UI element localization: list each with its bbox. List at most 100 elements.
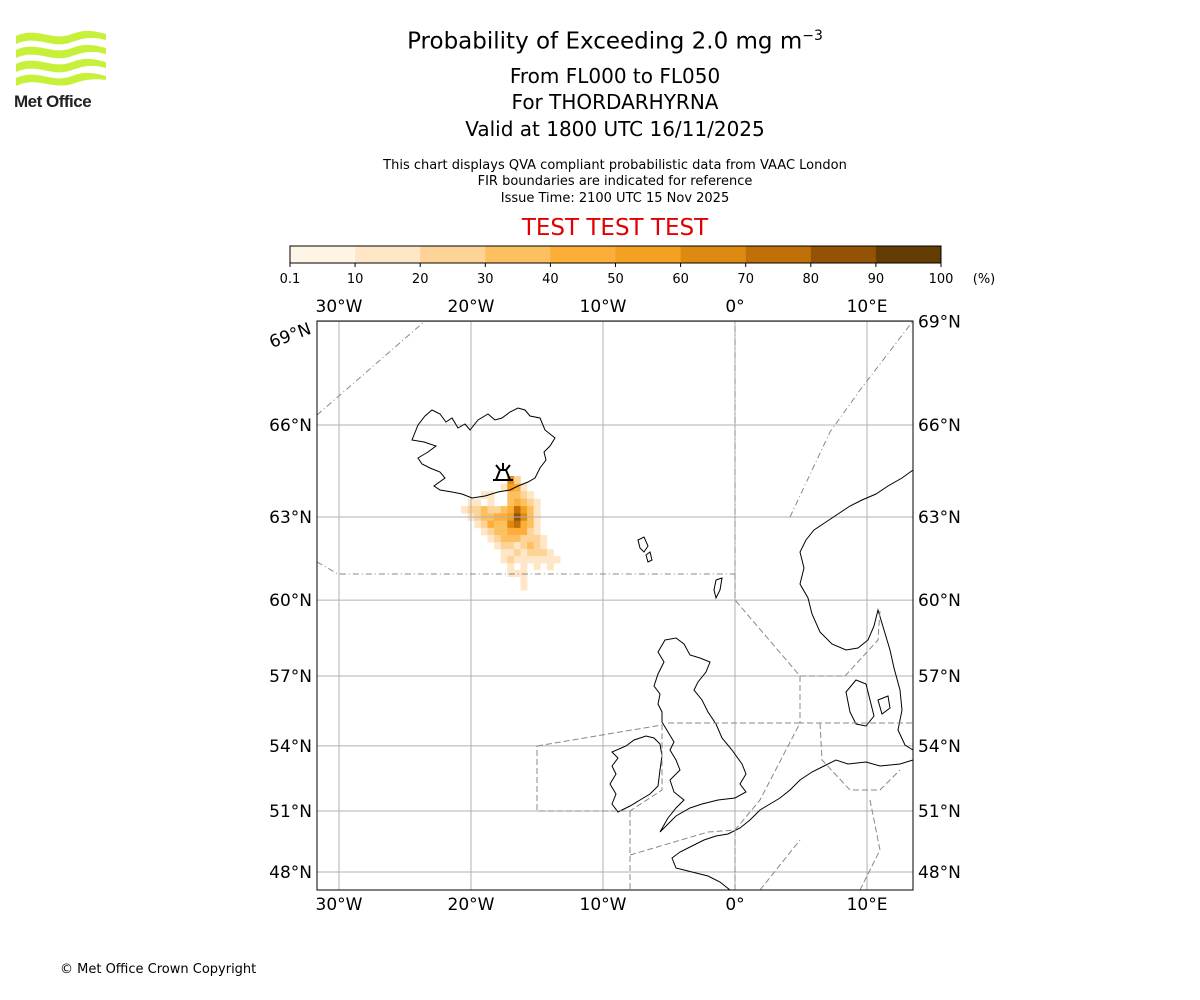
- fir-boundary: [536, 724, 663, 890]
- axis-tick-labels: 30°W 30°W 20°W 20°W 10°W 10°W 0° 0° 10°E 10°E 48°N…: [267, 297, 961, 915]
- coast-great-britain: [653, 637, 747, 833]
- colorbar-swatch: [615, 246, 682, 263]
- logo-waves-icon: [16, 30, 106, 86]
- plume-cell: [507, 506, 515, 514]
- lat-label-left: 51°N: [269, 802, 312, 822]
- lat-label-left: 63°N: [269, 508, 312, 528]
- plume-cell: [461, 506, 468, 514]
- plume-cell: [527, 491, 534, 499]
- fir-boundary: [629, 722, 901, 891]
- plume-cell: [513, 483, 521, 492]
- plume-cell: [520, 491, 528, 499]
- fir-boundary: [316, 321, 736, 575]
- plume-cell: [494, 535, 501, 543]
- colorbar-tick-label: 10: [347, 272, 364, 287]
- plume-cell: [507, 483, 515, 492]
- plume-cell: [520, 542, 528, 550]
- plume-cell: [487, 527, 495, 536]
- lat-label-right: 51°N: [918, 802, 961, 822]
- colorbar-tick-label: 100: [929, 272, 954, 287]
- plume-cell: [520, 556, 528, 564]
- lat-label-right: 54°N: [918, 737, 961, 757]
- plume-cell: [513, 569, 521, 578]
- plume-cell: [507, 556, 515, 564]
- plume-cell: [520, 527, 528, 536]
- colorbar-tick-label: 0.1: [280, 272, 301, 287]
- colorbar-tick-label: 60: [672, 272, 689, 287]
- coast-continent: [671, 759, 914, 891]
- plume-cell: [533, 542, 541, 550]
- plume-cell: [480, 491, 488, 499]
- map-frame: [316, 320, 914, 891]
- plume-cell: [540, 542, 548, 550]
- colorbar-swatch: [550, 246, 616, 263]
- note-fir: FIR boundaries are indicated for referen…: [477, 174, 753, 189]
- copyright: © Met Office Crown Copyright: [60, 962, 257, 977]
- plume-cell: [546, 556, 554, 564]
- lon-label-top: 10°W: [580, 297, 627, 317]
- plume-cell: [520, 483, 528, 492]
- lon-label-bottom: 20°W: [448, 895, 495, 915]
- plume-cell: [513, 506, 521, 514]
- lat-label-left: 48°N: [269, 863, 312, 883]
- plume-cell: [527, 549, 534, 557]
- colorbar-unit: (%): [973, 272, 996, 287]
- plume-cell: [474, 498, 482, 507]
- plume-cell: [540, 549, 548, 557]
- title-exponent: −3: [802, 28, 823, 44]
- plume-cell: [513, 549, 521, 557]
- plume-cell: [500, 520, 508, 529]
- lon-label-top: 30°W: [316, 297, 363, 317]
- colorbar-swatch: [810, 246, 877, 263]
- test-banner: TEST TEST TEST: [521, 215, 709, 241]
- plume-cell: [546, 563, 554, 571]
- plume-cell: [507, 563, 515, 571]
- lat-label-left: 69°N: [267, 319, 314, 352]
- valid-time: Valid at 1800 UTC 16/11/2025: [465, 117, 765, 141]
- colorbar-swatch: [290, 246, 356, 263]
- plume-cell: [513, 476, 521, 484]
- lon-label-top: 0°: [725, 297, 744, 317]
- lat-label-right: 63°N: [918, 508, 961, 528]
- colorbar-swatch: [875, 246, 942, 263]
- plume-cell: [500, 556, 508, 564]
- lat-label-left: 57°N: [269, 667, 312, 687]
- plume-cell: [500, 527, 508, 536]
- plume-cell: [533, 506, 541, 514]
- plume-cell: [487, 506, 495, 514]
- fir-boundary: [734, 574, 881, 677]
- plume-cell: [533, 498, 541, 507]
- plume-cell: [520, 583, 528, 591]
- plume-cell: [513, 491, 521, 499]
- colorbar-tick-label: 80: [803, 272, 820, 287]
- colorbar: 0.1 10 20 30 40 50 60 70 80 90 100 (%): [280, 245, 996, 287]
- plume-cell: [500, 535, 508, 543]
- plume-cell: [527, 556, 534, 564]
- plume-cell: [507, 498, 515, 507]
- coastlines: [411, 407, 914, 891]
- plume-cell: [480, 520, 488, 529]
- coast-ireland: [609, 735, 663, 813]
- lon-label-bottom: 10°W: [580, 895, 627, 915]
- lat-label-right: 60°N: [918, 591, 961, 611]
- plume-cell: [520, 549, 528, 557]
- plume-cell: [527, 520, 534, 529]
- plume-cell: [520, 520, 528, 529]
- map-background: [317, 321, 913, 890]
- colorbar-tick-label: 30: [477, 272, 494, 287]
- colorbar-swatch: [680, 246, 747, 263]
- plume-cell: [487, 520, 495, 529]
- colorbar-tick-label: 50: [607, 272, 624, 287]
- plume-cell: [507, 520, 515, 529]
- lat-label-right: 48°N: [918, 863, 961, 883]
- plume-cell: [507, 535, 515, 543]
- issue-time: Issue Time: 2100 UTC 15 Nov 2025: [500, 191, 730, 206]
- plume-cell: [494, 520, 501, 529]
- plume-cell: [513, 520, 521, 529]
- plume-cell: [507, 542, 515, 550]
- volcano-marker: [493, 463, 513, 481]
- plume-cell: [520, 576, 528, 584]
- plume-cell: [527, 542, 534, 550]
- plume-cell: [474, 506, 482, 514]
